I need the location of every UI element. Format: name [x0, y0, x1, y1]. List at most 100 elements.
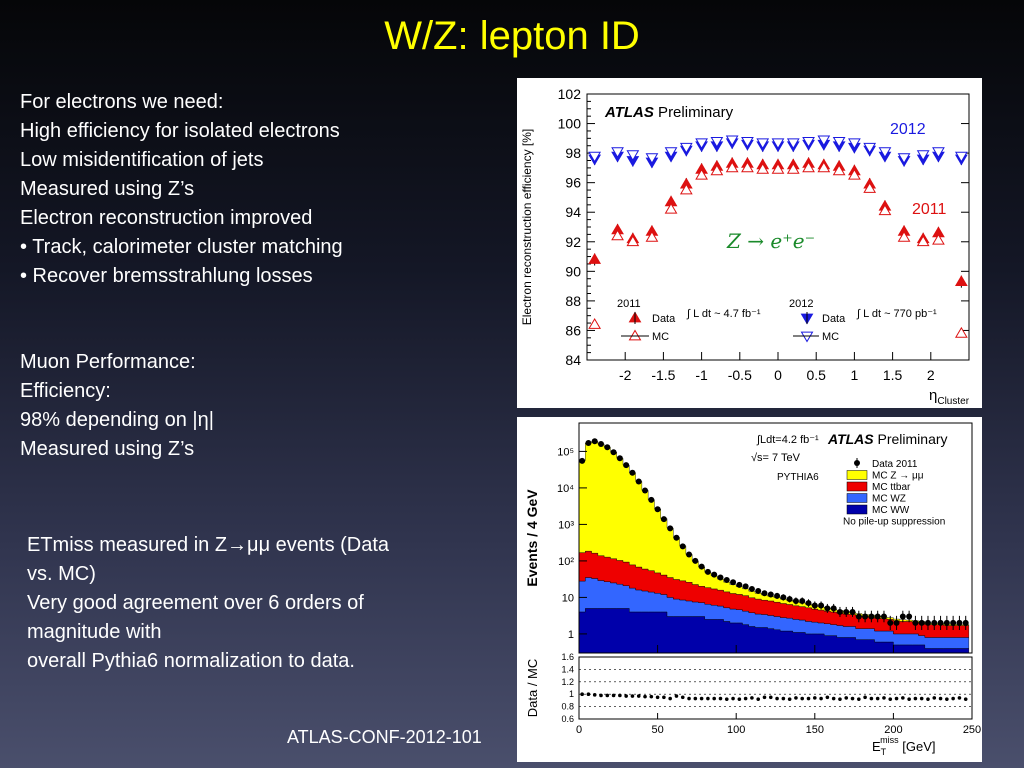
ratio-point — [724, 697, 729, 701]
y-tick-label: 98 — [565, 145, 581, 161]
data-point — [679, 142, 693, 154]
ratio-point — [762, 695, 767, 700]
ratio-point — [636, 694, 641, 698]
legend-series-label: MC WW — [872, 505, 910, 516]
efficiency-chart-svg: 84 86 88 90 92 94 96 98 100 102 -2 -1.5 -1 -0.5 0 0.5 1 1… — [520, 86, 970, 407]
ratio-point — [743, 696, 748, 701]
ratio-point — [611, 693, 616, 698]
etmiss-text-block: ETmiss measured in Z→μμ events (Data vs.… — [27, 531, 389, 676]
atlas-label: ATLAS Preliminary — [604, 104, 734, 121]
data-point — [817, 161, 831, 173]
data-point — [623, 462, 630, 469]
data-point — [836, 608, 843, 615]
ratio-y-tick-label: 1 — [569, 689, 574, 699]
data-point — [598, 440, 605, 447]
ratio-point — [894, 696, 899, 701]
ratio-point — [680, 695, 685, 700]
legend-series-label: MC Z → μμ — [872, 471, 924, 482]
data-point — [880, 613, 887, 620]
data-point — [786, 596, 793, 603]
x-axis-label: ηCluster — [929, 387, 970, 407]
ratio-point — [586, 692, 591, 696]
data-point — [591, 438, 598, 445]
ratio-point — [643, 694, 647, 699]
ratio-point — [756, 697, 761, 701]
data-point — [588, 253, 602, 264]
text-line: • Recover bremsstrahlung losses — [20, 265, 313, 287]
text-line: magnitude with — [27, 621, 162, 643]
legend-lumi-2011: ∫ L dt ~ 4.7 fb⁻¹ — [686, 308, 761, 320]
data-point — [774, 592, 781, 599]
ratio-point — [605, 693, 610, 698]
data-point — [704, 568, 711, 575]
data-point — [786, 162, 800, 174]
data-point — [950, 619, 957, 626]
text-line: overall Pythia6 normalization to data. — [27, 650, 355, 672]
ratio-point — [712, 696, 716, 701]
ratio-point — [901, 696, 905, 700]
y-tick-label: 94 — [565, 204, 581, 220]
slide-title: W/Z: lepton ID — [384, 14, 640, 58]
ratio-point — [800, 696, 805, 701]
legend-series-label: MC WZ — [872, 494, 906, 505]
main-frame — [578, 422, 973, 654]
data-point — [730, 579, 737, 586]
ratio-y-axis-label: Data / MC — [525, 659, 540, 718]
text-line: 98% depending on |η| — [20, 409, 214, 431]
ratio-point — [831, 696, 836, 701]
text-line: Low misidentification of jets — [20, 149, 264, 171]
x-tick-label: -2 — [619, 367, 632, 383]
ratio-point — [951, 696, 955, 701]
data-point — [771, 162, 785, 174]
ratio-y-tick-label: 1.2 — [561, 677, 574, 687]
ratio-point — [850, 696, 855, 701]
x-tick-label: 250 — [963, 724, 981, 736]
ratio-point — [863, 695, 867, 700]
legend-data-2011: Data — [652, 313, 676, 325]
ratio-frame — [578, 656, 973, 720]
data-point — [686, 551, 693, 558]
data-point — [645, 230, 659, 242]
y-tick-label: 100 — [558, 116, 582, 132]
ratio-point — [768, 695, 773, 700]
ratio-point — [624, 694, 628, 698]
y-axis-label: Events / 4 GeV — [524, 489, 540, 587]
x-tick-label: 0 — [774, 367, 782, 383]
data-point — [818, 602, 825, 609]
data-point — [604, 444, 611, 451]
ratio-point — [838, 697, 842, 701]
data-point — [771, 138, 785, 150]
data-point — [912, 619, 919, 626]
ratio-y-tick-label: 1.6 — [561, 652, 574, 662]
data-point — [717, 574, 724, 581]
data-point — [899, 613, 906, 620]
x-tick-label: 0 — [576, 724, 582, 736]
data-point — [698, 563, 705, 570]
ratio-point — [888, 697, 893, 701]
lumi-label: ∫Ldt=4.2 fb⁻¹ — [756, 434, 819, 446]
data-point — [756, 162, 770, 174]
ratio-point — [699, 696, 704, 701]
data-point — [849, 608, 856, 615]
data-point — [943, 619, 950, 626]
data-point — [848, 138, 861, 150]
electron-text-block: For electrons we need: High efficiency f… — [20, 88, 343, 291]
data-point — [817, 135, 831, 147]
legend-marker — [800, 331, 814, 343]
process-label: Z → e⁺e⁻ — [726, 229, 815, 253]
data-point — [626, 235, 640, 247]
data-point — [918, 619, 925, 626]
data-point — [962, 619, 969, 626]
data-point — [954, 326, 968, 338]
ratio-point — [662, 695, 666, 700]
data-point — [887, 619, 894, 626]
data-point — [723, 576, 730, 583]
data-point — [906, 613, 913, 620]
data-point — [748, 586, 755, 593]
legend-mc-2011: MC — [652, 331, 669, 343]
data-point — [642, 487, 649, 494]
data-point — [863, 142, 877, 154]
data-point — [741, 161, 754, 173]
x-tick-label: -1.5 — [651, 367, 675, 383]
data-point — [937, 619, 944, 626]
